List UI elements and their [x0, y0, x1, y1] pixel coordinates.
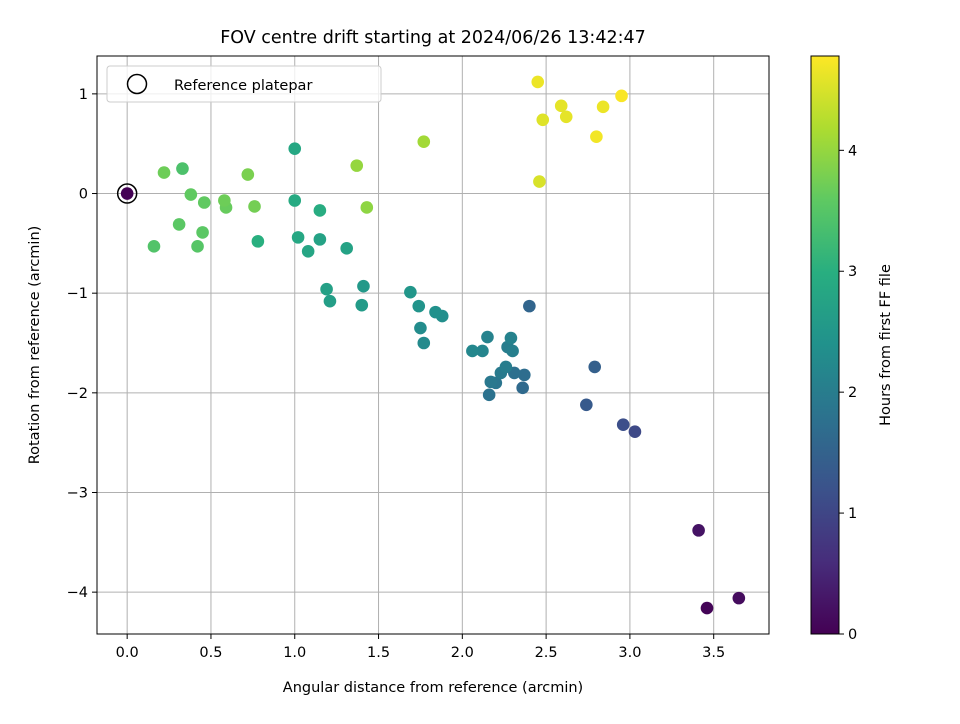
data-point	[506, 344, 519, 358]
data-point	[172, 218, 186, 231]
data-point	[412, 299, 426, 313]
data-point	[481, 330, 494, 344]
colorbar-ticks: 0 1 2 3 4	[839, 143, 857, 643]
data-point	[692, 524, 705, 537]
x-tick-label: 1.0	[283, 645, 306, 661]
data-point	[417, 135, 431, 149]
legend-marker-icon	[126, 73, 148, 95]
data-point	[531, 75, 545, 89]
y-tick-label: −4	[67, 585, 88, 601]
x-tick-label: 2.5	[535, 645, 558, 661]
data-point	[533, 175, 546, 188]
colorbar-label: Hours from first FF file	[878, 264, 894, 426]
data-point	[313, 233, 327, 246]
data-point	[340, 242, 353, 255]
data-point	[466, 344, 479, 358]
x-axis-ticks: 0.0 0.5 1.0 1.5 2.0 2.5 3.0 3.5	[116, 634, 725, 661]
y-tick-label: −2	[67, 386, 88, 402]
colorbar-tick-label: 0	[848, 627, 857, 643]
colorbar: 0 1 2 3 4 Hours from first FF file	[810, 55, 894, 643]
data-point	[241, 168, 255, 181]
data-point	[196, 226, 209, 239]
x-tick-label: 3.5	[702, 645, 725, 661]
data-point	[301, 245, 315, 258]
colorbar-tick-label: 1	[848, 506, 857, 522]
data-point	[350, 159, 364, 172]
y-tick-label: −3	[67, 485, 88, 501]
data-point	[288, 142, 302, 155]
x-tick-label: 1.5	[367, 645, 390, 661]
data-point	[523, 299, 536, 313]
y-tick-label: 1	[79, 87, 88, 103]
data-point	[251, 235, 265, 248]
x-tick-label: 0.5	[199, 645, 222, 661]
data-point	[429, 305, 442, 319]
chart-title: FOV centre drift starting at 2024/06/26 …	[220, 28, 646, 48]
data-point	[184, 188, 198, 201]
reference-point-ring	[116, 183, 138, 204]
legend: Reference platepar	[106, 65, 382, 103]
colorbar-tick-label: 4	[848, 143, 857, 159]
data-point	[482, 388, 496, 402]
data-point	[588, 360, 602, 374]
data-point	[596, 100, 610, 114]
plot-frame	[96, 55, 770, 635]
x-axis-label: Angular distance from reference (arcmin)	[283, 680, 583, 696]
reference-marker	[116, 183, 138, 204]
data-point	[628, 425, 642, 439]
y-axis-ticks: −4 −3 −2 −1 0 1	[67, 87, 97, 601]
x-tick-label: 0.0	[116, 645, 139, 661]
x-tick-label: 3.0	[618, 645, 641, 661]
data-point	[417, 336, 431, 350]
reference-point-fill	[120, 187, 134, 200]
data-point	[248, 200, 261, 213]
data-point	[320, 282, 333, 296]
data-point	[518, 368, 531, 382]
data-point	[484, 375, 498, 389]
data-point	[355, 298, 369, 312]
y-tick-label: 0	[79, 187, 88, 203]
data-point	[291, 231, 305, 244]
data-point	[147, 240, 161, 253]
legend-entry: Reference platepar	[174, 78, 312, 94]
data-point	[360, 201, 374, 214]
data-point	[191, 240, 204, 253]
data-point	[559, 110, 573, 124]
data-point	[504, 331, 518, 345]
data-point	[414, 321, 427, 335]
y-axis-label: Rotation from reference (arcmin)	[27, 226, 43, 465]
data-point	[218, 194, 231, 207]
data-point	[615, 89, 628, 103]
data-point	[197, 196, 211, 209]
colorbar-tick-label: 2	[848, 385, 857, 401]
data-points	[147, 75, 746, 615]
x-tick-label: 2.0	[451, 645, 474, 661]
legend-box	[106, 65, 382, 103]
data-point	[554, 99, 568, 113]
data-point	[157, 166, 171, 179]
gridlines	[97, 56, 769, 634]
colorbar-gradient	[810, 55, 840, 635]
data-point	[616, 418, 630, 432]
data-point	[176, 162, 189, 175]
data-point	[323, 294, 337, 308]
data-point	[499, 360, 513, 374]
data-point	[580, 398, 593, 412]
data-point	[288, 194, 302, 207]
data-point	[700, 601, 714, 615]
data-point	[476, 344, 489, 358]
data-point	[590, 130, 603, 144]
data-point	[313, 204, 327, 217]
data-point	[404, 285, 417, 299]
data-point	[536, 113, 550, 127]
y-tick-label: −1	[67, 286, 88, 302]
data-point	[516, 381, 529, 395]
data-point	[357, 279, 370, 293]
colorbar-tick-label: 3	[848, 264, 857, 280]
data-point	[732, 591, 746, 605]
